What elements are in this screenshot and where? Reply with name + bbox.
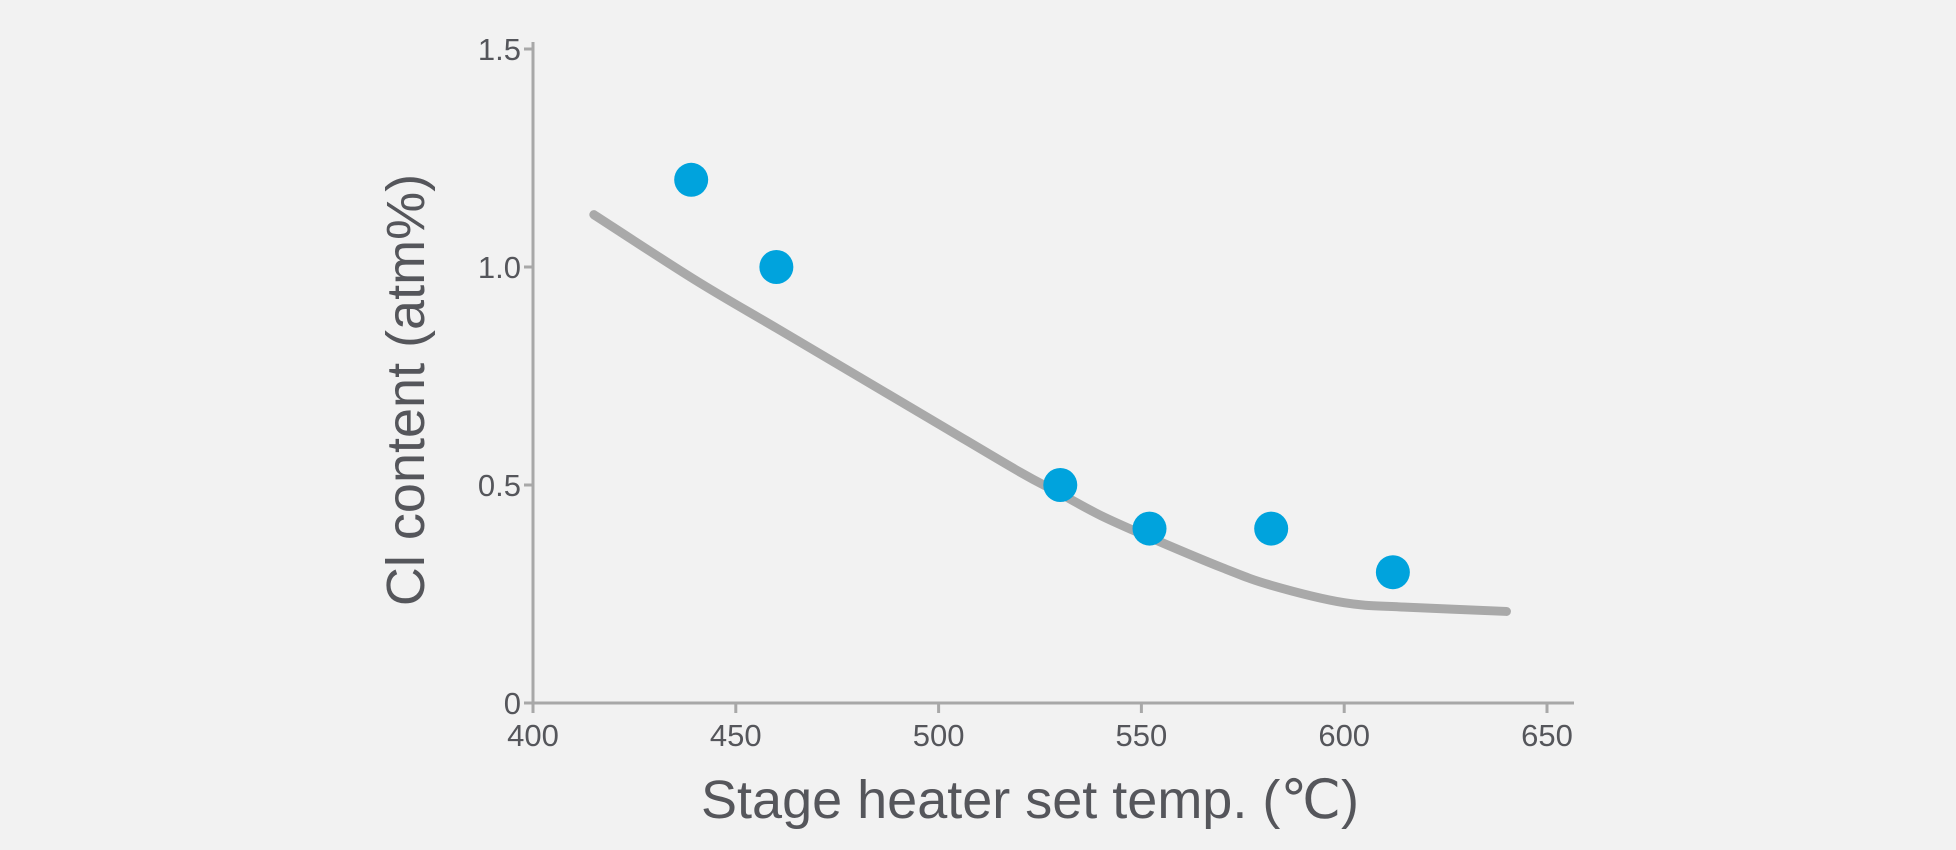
- y-tick-label: 0.5: [478, 468, 521, 503]
- axes: [524, 42, 1574, 713]
- tick-labels-layer: 400 450 500 550 600 650 0 0.5 1.0 1.5: [478, 32, 1573, 753]
- x-tick-label: 450: [710, 718, 762, 753]
- y-tick-label: 1.5: [478, 32, 521, 67]
- x-axis-title: Stage heater set temp. (℃): [701, 770, 1359, 830]
- x-tick-label: 400: [507, 718, 559, 753]
- x-tick-label: 650: [1521, 718, 1573, 753]
- data-point: [674, 162, 709, 197]
- fit-curve-layer: [589, 210, 1511, 616]
- x-tick-label: 550: [1116, 718, 1168, 753]
- y-tick-label: 1.0: [478, 250, 521, 285]
- x-tick-label: 600: [1318, 718, 1370, 753]
- data-point: [1254, 511, 1289, 546]
- y-axis-title: Cl content (atm%): [376, 174, 436, 606]
- data-point: [1375, 555, 1410, 590]
- fit-curve-line: [589, 210, 1511, 616]
- y-tick-label: 0: [504, 686, 521, 721]
- data-point: [759, 250, 794, 284]
- data-points-layer: [674, 162, 1410, 590]
- data-point: [1132, 511, 1167, 546]
- x-tick-label: 500: [913, 718, 965, 753]
- data-point: [1043, 468, 1078, 502]
